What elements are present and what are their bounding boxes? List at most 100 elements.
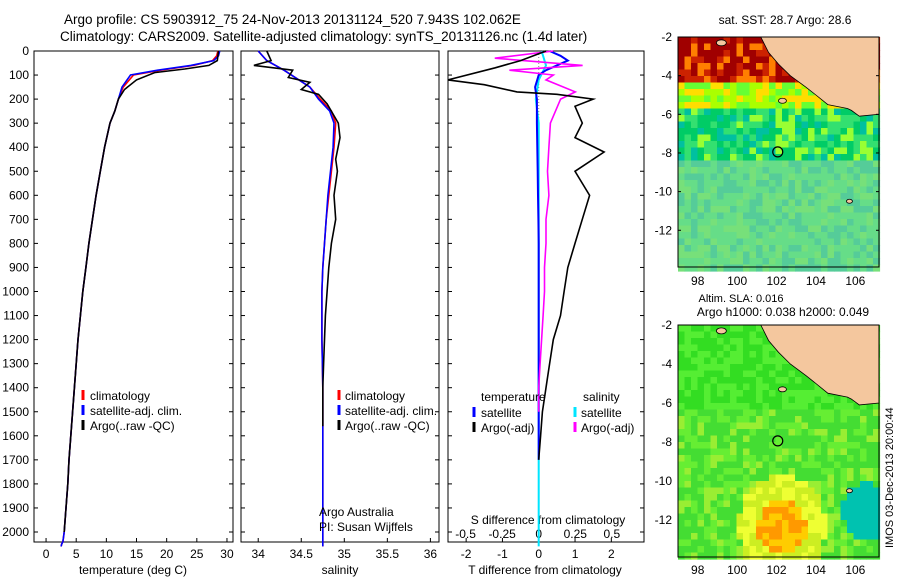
map-cell	[730, 403, 738, 411]
map-cell	[827, 461, 835, 469]
map-cell	[704, 251, 712, 259]
map-cell	[795, 435, 803, 443]
map-cell	[847, 251, 855, 259]
map-cell	[762, 245, 770, 253]
map-cell	[710, 331, 718, 339]
map-cell	[775, 526, 783, 534]
map-cell	[866, 474, 874, 482]
depth-tick-label: 1800	[2, 477, 29, 491]
map-cell	[801, 102, 809, 110]
map-cell	[801, 193, 809, 201]
map-cell	[678, 206, 686, 214]
map-cell	[866, 251, 874, 259]
map-cell	[704, 141, 712, 149]
map-cell	[697, 338, 705, 346]
map-cell	[775, 173, 783, 181]
map-cell	[808, 481, 816, 489]
map-cell	[710, 526, 718, 534]
map-cell	[730, 167, 738, 175]
map-cell	[873, 403, 881, 411]
map-cell	[736, 370, 744, 378]
map-cell	[866, 455, 874, 463]
map-cell	[866, 245, 874, 253]
map-cell	[730, 141, 738, 149]
map-cell	[821, 526, 829, 534]
map-cell	[717, 481, 725, 489]
map-cell	[710, 245, 718, 253]
map-cell	[678, 546, 686, 554]
map-cell	[756, 416, 764, 424]
map-cell	[730, 115, 738, 123]
map-cell	[801, 500, 809, 508]
map-cell	[827, 264, 835, 272]
map-cell	[756, 370, 764, 378]
map-cell	[821, 487, 829, 495]
map-cell	[821, 245, 829, 253]
map-cell	[684, 56, 692, 64]
map-cell	[730, 481, 738, 489]
map-cell	[749, 264, 757, 272]
map-cell	[704, 50, 712, 58]
map-cell	[710, 238, 718, 246]
map-x-tick-label: 102	[767, 563, 787, 577]
map-cell	[743, 552, 751, 560]
map-cell	[853, 539, 861, 547]
map-cell	[691, 507, 699, 515]
map-cell	[866, 513, 874, 521]
map-cell	[697, 448, 705, 456]
map-cell	[866, 206, 874, 214]
map-cell	[723, 533, 731, 541]
map-cell	[684, 520, 692, 528]
map-cell	[684, 390, 692, 398]
map-cell	[853, 219, 861, 227]
map-cell	[684, 102, 692, 110]
map-cell	[808, 377, 816, 385]
map-cell	[710, 173, 718, 181]
map-cell	[756, 121, 764, 129]
map-cell	[717, 442, 725, 450]
map-cell	[697, 526, 705, 534]
map-cell	[795, 416, 803, 424]
legend-label: climatology	[345, 389, 405, 403]
map-cell	[814, 507, 822, 515]
map-cell	[769, 481, 777, 489]
map-cell	[723, 474, 731, 482]
map-cell	[762, 383, 770, 391]
map-cell	[756, 396, 764, 404]
map-cell	[769, 56, 777, 64]
map-cell	[788, 245, 796, 253]
map-cell	[704, 95, 712, 103]
map-cell	[808, 154, 816, 162]
map-cell	[782, 546, 790, 554]
map-cell	[853, 403, 861, 411]
map-cell	[678, 43, 686, 51]
credit-line2: PI: Susan Wijffels	[319, 520, 413, 534]
map-cell	[691, 245, 699, 253]
map-cell	[743, 468, 751, 476]
map-cell	[860, 500, 868, 508]
map-cell	[723, 128, 731, 136]
map-cell	[723, 448, 731, 456]
map-cell	[769, 416, 777, 424]
map-cell	[743, 481, 751, 489]
map-cell	[710, 455, 718, 463]
map-cell	[762, 552, 770, 560]
map-cell	[717, 487, 725, 495]
map-cell	[808, 225, 816, 233]
map-cell	[840, 212, 848, 220]
map-cell	[801, 513, 809, 521]
map-cell	[736, 364, 744, 372]
map-cell	[743, 50, 751, 58]
map-cell	[704, 43, 712, 51]
map-cell	[808, 429, 816, 437]
map-cell	[801, 180, 809, 188]
map-cell	[736, 396, 744, 404]
map-cell	[788, 513, 796, 521]
map-cell	[847, 212, 855, 220]
map-cell	[821, 219, 829, 227]
map-cell	[860, 526, 868, 534]
map-cell	[860, 160, 868, 168]
map-cell	[769, 442, 777, 450]
map-cell	[782, 82, 790, 90]
map-cell	[866, 552, 874, 560]
